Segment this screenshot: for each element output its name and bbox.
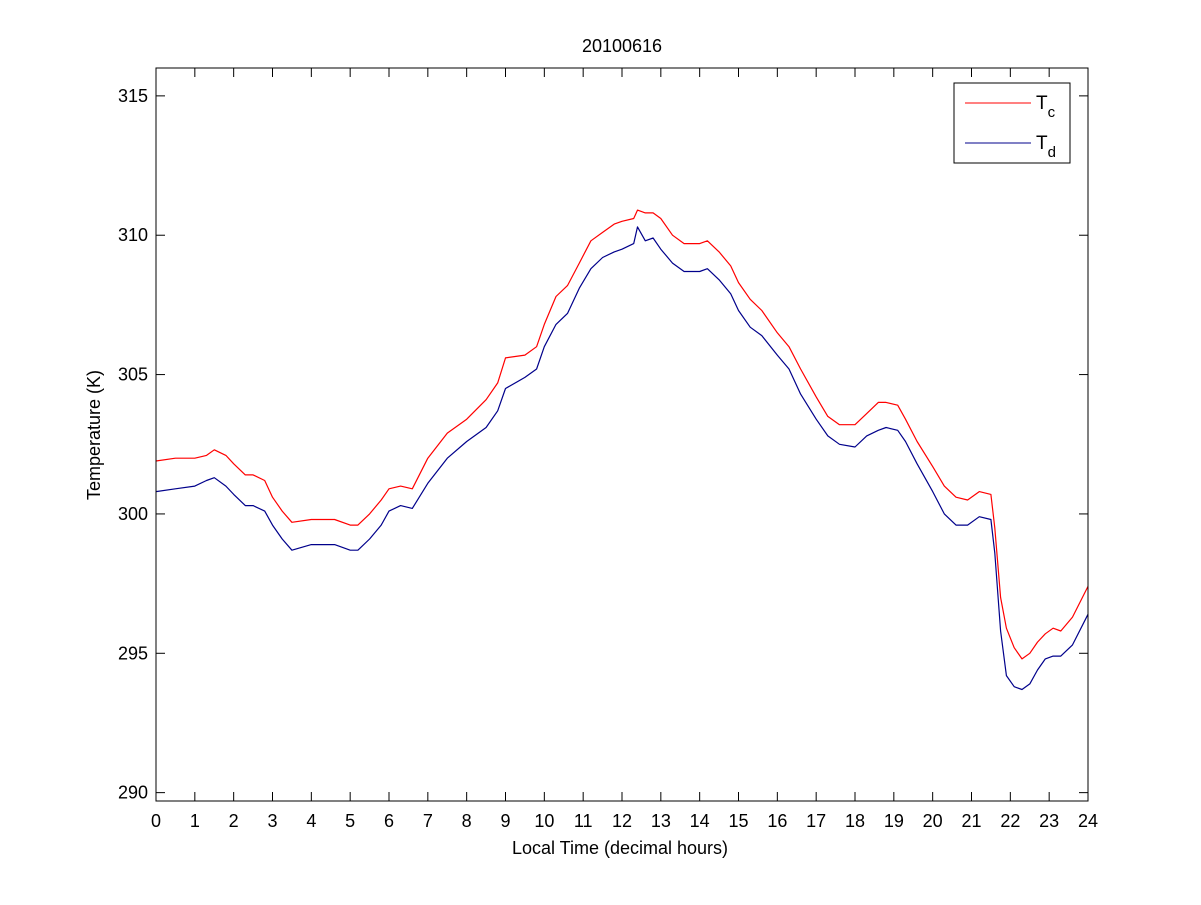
legend-label-tc-sub: c <box>1048 104 1056 121</box>
x-tick-label: 23 <box>1039 811 1059 831</box>
legend-label-td: Td <box>1036 133 1056 161</box>
x-tick-label: 24 <box>1078 811 1098 831</box>
x-tick-label: 10 <box>534 811 554 831</box>
x-tick-label: 1 <box>190 811 200 831</box>
y-tick-label: 295 <box>118 643 148 663</box>
x-tick-label: 2 <box>229 811 239 831</box>
x-tick-label: 11 <box>574 811 593 831</box>
x-tick-label: 6 <box>384 811 394 831</box>
x-tick-label: 18 <box>845 811 865 831</box>
y-axis-ticks: 290 295 300 305 310 315 <box>118 86 1088 803</box>
y-tick-label: 305 <box>118 365 148 385</box>
series-line-tc <box>155 209 1089 660</box>
x-tick-label: 3 <box>267 811 277 831</box>
plot-area <box>156 68 1088 801</box>
x-tick-label: 14 <box>690 811 710 831</box>
x-tick-label: 4 <box>306 811 316 831</box>
x-tick-label: 16 <box>767 811 787 831</box>
x-tick-label: 15 <box>728 811 748 831</box>
x-tick-label: 0 <box>151 811 161 831</box>
y-tick-label: 300 <box>118 504 148 524</box>
x-tick-label: 13 <box>651 811 671 831</box>
chart-title: 20100616 <box>582 36 662 56</box>
legend: Tc Td <box>953 82 1071 164</box>
y-axis-label: Temperature (K) <box>84 370 104 500</box>
x-tick-label: 21 <box>961 811 981 831</box>
series-lines <box>155 209 1089 691</box>
x-axis-ticks: 0 1 2 3 4 5 6 7 8 9 10 11 12 13 14 15 16 17 18 19 20 21 22 23 24 <box>151 68 1098 831</box>
x-tick-label: 9 <box>500 811 510 831</box>
legend-label-td-main: T <box>1036 133 1048 154</box>
x-tick-label: 17 <box>806 811 826 831</box>
series-line-td <box>155 226 1089 691</box>
legend-label-tc-main: T <box>1036 93 1048 114</box>
x-tick-label: 5 <box>345 811 355 831</box>
y-tick-label: 310 <box>118 225 148 245</box>
x-axis-label: Local Time (decimal hours) <box>512 838 728 858</box>
x-tick-label: 20 <box>923 811 943 831</box>
x-tick-label: 12 <box>612 811 632 831</box>
x-tick-label: 7 <box>423 811 433 831</box>
legend-label-td-sub: d <box>1048 144 1056 161</box>
plot-frame <box>155 67 1089 802</box>
legend-label-tc: Tc <box>1036 93 1056 121</box>
x-tick-label: 22 <box>1000 811 1020 831</box>
x-tick-label: 8 <box>462 811 472 831</box>
x-tick-label: 19 <box>884 811 904 831</box>
y-tick-label: 290 <box>118 783 148 803</box>
y-tick-label: 315 <box>118 86 148 106</box>
legend-box <box>953 82 1071 164</box>
